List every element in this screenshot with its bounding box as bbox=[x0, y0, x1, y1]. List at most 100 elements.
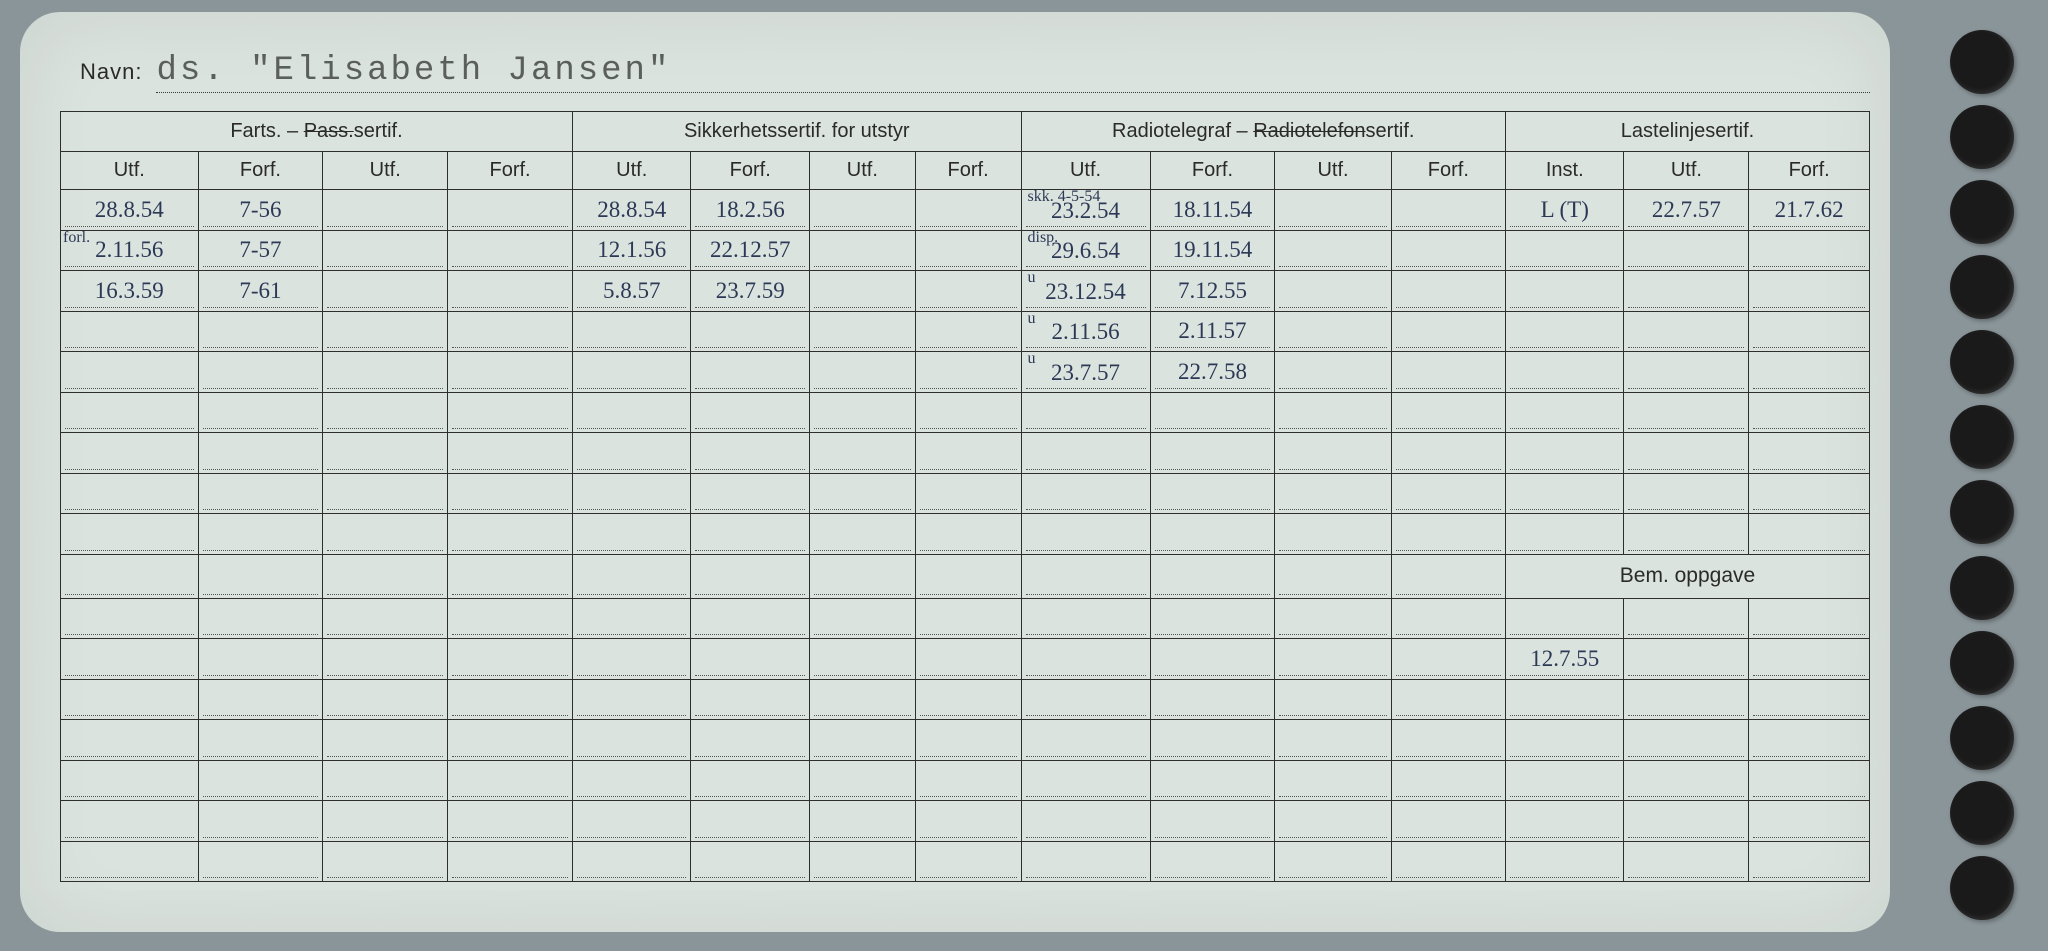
cell bbox=[1506, 392, 1624, 433]
cell bbox=[915, 433, 1021, 474]
cell bbox=[61, 801, 199, 842]
cell bbox=[915, 271, 1021, 312]
cell bbox=[1021, 514, 1150, 555]
cell bbox=[1749, 598, 1870, 639]
binder-hole bbox=[1950, 105, 2014, 169]
cell bbox=[198, 760, 323, 801]
cell bbox=[573, 720, 691, 761]
cell bbox=[1275, 841, 1391, 882]
cell bbox=[1150, 760, 1275, 801]
cell bbox=[1391, 720, 1505, 761]
cell bbox=[691, 598, 809, 639]
cell bbox=[573, 841, 691, 882]
cell bbox=[448, 639, 573, 680]
table-row: u2.11.562.11.57 bbox=[61, 311, 1870, 352]
binder-hole bbox=[1950, 30, 2014, 94]
cell bbox=[61, 352, 199, 393]
cell bbox=[915, 311, 1021, 352]
group-radio: Radiotelegraf – Radiotelefonsertif. bbox=[1021, 112, 1506, 152]
cell bbox=[198, 514, 323, 555]
cell bbox=[1275, 190, 1391, 231]
cell: 2.11.57 bbox=[1150, 311, 1275, 352]
cell: 18.2.56 bbox=[691, 190, 809, 231]
cell bbox=[1275, 639, 1391, 680]
name-row: Navn: ds. "Elisabeth Jansen" bbox=[60, 52, 1870, 93]
cell bbox=[1391, 352, 1505, 393]
cell bbox=[1021, 598, 1150, 639]
cell bbox=[1506, 760, 1624, 801]
cell bbox=[809, 841, 915, 882]
cell bbox=[809, 190, 915, 231]
cell bbox=[1391, 311, 1505, 352]
cell bbox=[448, 598, 573, 639]
cell bbox=[1150, 801, 1275, 842]
cell bbox=[809, 760, 915, 801]
group-header-row: Farts. – Pass.sertif. Sikkerhetssertif. … bbox=[61, 112, 1870, 152]
table-row: 12.7.55 bbox=[61, 639, 1870, 680]
cell bbox=[809, 679, 915, 720]
cell bbox=[1624, 598, 1749, 639]
cell bbox=[1021, 433, 1150, 474]
cell bbox=[1749, 352, 1870, 393]
col-forf: Forf. bbox=[915, 152, 1021, 190]
col-utf: Utf. bbox=[323, 152, 448, 190]
cell bbox=[691, 352, 809, 393]
cell bbox=[915, 720, 1021, 761]
cell bbox=[691, 473, 809, 514]
binder-hole bbox=[1950, 330, 2014, 394]
col-forf: Forf. bbox=[198, 152, 323, 190]
sub-header-row: Utf. Forf. Utf. Forf. Utf. Forf. Utf. Fo… bbox=[61, 152, 1870, 190]
cell bbox=[809, 639, 915, 680]
cell bbox=[323, 433, 448, 474]
cell bbox=[448, 720, 573, 761]
cell bbox=[1275, 679, 1391, 720]
binder-hole bbox=[1950, 631, 2014, 695]
cell bbox=[1021, 554, 1150, 598]
cell bbox=[1391, 801, 1505, 842]
col-forf: Forf. bbox=[448, 152, 573, 190]
cell bbox=[323, 639, 448, 680]
cell: 22.7.58 bbox=[1150, 352, 1275, 393]
cell bbox=[1749, 311, 1870, 352]
cell bbox=[1391, 841, 1505, 882]
cell bbox=[1391, 433, 1505, 474]
cell bbox=[1624, 392, 1749, 433]
cell: 12.7.55 bbox=[1506, 639, 1624, 680]
index-card: Navn: ds. "Elisabeth Jansen" Farts. – Pa… bbox=[20, 12, 1890, 932]
cell bbox=[573, 760, 691, 801]
col-forf: Forf. bbox=[1749, 152, 1870, 190]
cell bbox=[323, 352, 448, 393]
cell bbox=[1624, 230, 1749, 271]
cell bbox=[1021, 801, 1150, 842]
cell bbox=[1275, 392, 1391, 433]
cell bbox=[448, 190, 573, 231]
cell bbox=[448, 801, 573, 842]
cell bbox=[1150, 679, 1275, 720]
binder-hole bbox=[1950, 405, 2014, 469]
table-row bbox=[61, 514, 1870, 555]
cell: u23.12.54 bbox=[1021, 271, 1150, 312]
table-row bbox=[61, 801, 1870, 842]
cell bbox=[198, 433, 323, 474]
cell bbox=[691, 311, 809, 352]
cell bbox=[915, 598, 1021, 639]
cell bbox=[1749, 473, 1870, 514]
cell bbox=[1391, 230, 1505, 271]
cell bbox=[1275, 271, 1391, 312]
binder-hole bbox=[1950, 556, 2014, 620]
cell bbox=[1391, 639, 1505, 680]
cell bbox=[1275, 554, 1391, 598]
cell bbox=[691, 841, 809, 882]
cell: 16.3.59 bbox=[61, 271, 199, 312]
group-sikkerhet: Sikkerhetssertif. for utstyr bbox=[573, 112, 1022, 152]
cell bbox=[1275, 514, 1391, 555]
cell bbox=[1624, 311, 1749, 352]
col-utf: Utf. bbox=[1021, 152, 1150, 190]
cell bbox=[691, 679, 809, 720]
table-row bbox=[61, 841, 1870, 882]
cell bbox=[1624, 760, 1749, 801]
cell bbox=[915, 352, 1021, 393]
cell bbox=[809, 801, 915, 842]
cell bbox=[915, 760, 1021, 801]
cell bbox=[1021, 392, 1150, 433]
